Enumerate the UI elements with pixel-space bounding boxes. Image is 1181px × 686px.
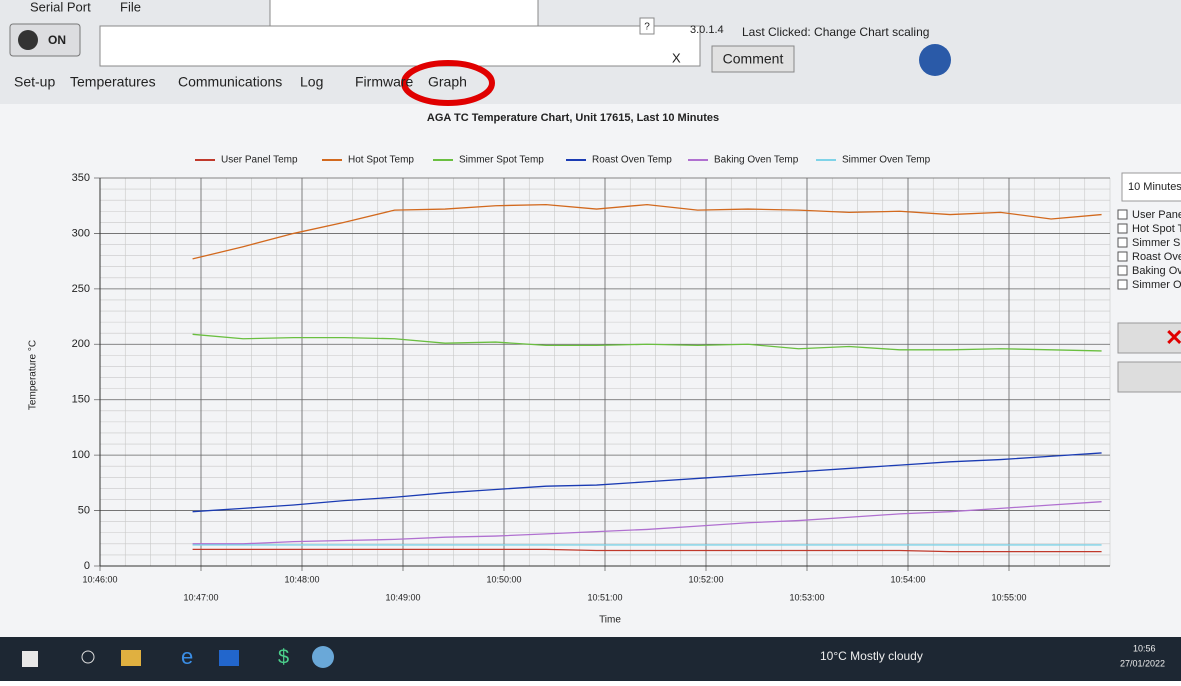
chart-area <box>0 104 1181 637</box>
y-tick-label: 200 <box>72 338 90 350</box>
range-label[interactable]: 10 Minutes <box>1128 181 1181 193</box>
legend-label: User Panel Temp <box>221 155 298 166</box>
power-icon <box>18 30 38 50</box>
help[interactable]: ? <box>644 22 650 33</box>
y-tick-label: 100 <box>72 449 90 461</box>
x-axis-label: Time <box>599 615 621 626</box>
delete-icon: ✕ <box>1165 325 1181 350</box>
checkbox[interactable] <box>1118 252 1127 261</box>
last-clicked: Last Clicked: Change Chart scaling <box>742 25 929 39</box>
legend-label: Simmer Oven Temp <box>842 155 931 166</box>
x-tick-label: 10:50:00 <box>486 574 521 584</box>
tab[interactable]: Graph <box>428 74 467 90</box>
legend-label: Hot Spot Temp <box>348 155 414 166</box>
y-tick-label: 0 <box>84 560 90 572</box>
tab[interactable]: Temperatures <box>70 74 156 90</box>
x-tick-label: 10:48:00 <box>284 574 319 584</box>
check-label[interactable]: Baking Oven Temp <box>1132 265 1181 277</box>
y-axis-label: Temperature °C <box>28 340 39 410</box>
app-icon[interactable] <box>312 646 334 668</box>
taskbar <box>0 637 1181 681</box>
y-tick-label: 350 <box>72 172 90 184</box>
start-icon[interactable] <box>22 651 38 667</box>
legend-label: Simmer Spot Temp <box>459 155 544 166</box>
power-label: ON <box>48 33 66 47</box>
check-label[interactable]: Hot Spot Temp <box>1132 223 1181 235</box>
clock-date: 27/01/2022 <box>1120 658 1165 668</box>
chart-title: AGA TC Temperature Chart, Unit 17615, La… <box>427 112 719 124</box>
clear-button[interactable]: X <box>672 50 681 65</box>
checkbox[interactable] <box>1118 266 1127 275</box>
app-icon[interactable]: $ <box>278 646 289 668</box>
x-tick-label: 10:53:00 <box>789 592 824 602</box>
y-tick-label: 50 <box>78 504 90 516</box>
edge-icon[interactable]: e <box>181 644 193 669</box>
x-tick-label: 10:54:00 <box>890 574 925 584</box>
explorer-icon[interactable] <box>121 650 141 666</box>
checkbox[interactable] <box>1118 280 1127 289</box>
x-tick-label: 10:47:00 <box>183 592 218 602</box>
tab[interactable]: Firmware <box>355 74 414 90</box>
x-tick-label: 10:49:00 <box>385 592 420 602</box>
weather: 10°C Mostly cloudy <box>820 649 923 663</box>
input-box[interactable] <box>100 26 700 66</box>
y-tick-label: 150 <box>72 394 90 406</box>
tab[interactable]: Set-up <box>14 74 55 90</box>
menu-item[interactable]: File <box>120 0 141 14</box>
tab[interactable]: Log <box>300 74 323 90</box>
legend-label: Baking Oven Temp <box>714 155 799 166</box>
clock-time: 10:56 <box>1133 643 1156 653</box>
legend-label: Roast Oven Temp <box>592 155 672 166</box>
y-tick-label: 300 <box>72 227 90 239</box>
comment-label[interactable]: Comment <box>723 51 784 67</box>
print-button[interactable] <box>1118 362 1181 392</box>
screen: ON Serial Port File ? 3.0.1.4 Last Click… <box>0 0 1181 681</box>
tab[interactable]: Communications <box>178 74 282 90</box>
check-label[interactable]: Roast Oven Temp <box>1132 251 1181 263</box>
check-label[interactable]: Simmer Spot Temp <box>1132 237 1181 249</box>
checkbox[interactable] <box>1118 238 1127 247</box>
x-tick-label: 10:55:00 <box>991 592 1026 602</box>
outlook-icon[interactable] <box>219 650 239 666</box>
version: 3.0.1.4 <box>690 24 724 36</box>
checkbox[interactable] <box>1118 210 1127 219</box>
menu-item[interactable]: Serial Port <box>30 0 91 14</box>
x-tick-label: 10:46:00 <box>82 574 117 584</box>
logo <box>919 44 951 76</box>
x-tick-label: 10:51:00 <box>587 592 622 602</box>
x-tick-label: 10:52:00 <box>688 574 723 584</box>
page: ON Serial Port File ? 3.0.1.4 Last Click… <box>0 0 1181 681</box>
check-label[interactable]: User Panel Temp <box>1132 209 1181 221</box>
checkbox[interactable] <box>1118 224 1127 233</box>
y-tick-label: 250 <box>72 283 90 295</box>
check-label[interactable]: Simmer Oven Temp <box>1132 279 1181 291</box>
